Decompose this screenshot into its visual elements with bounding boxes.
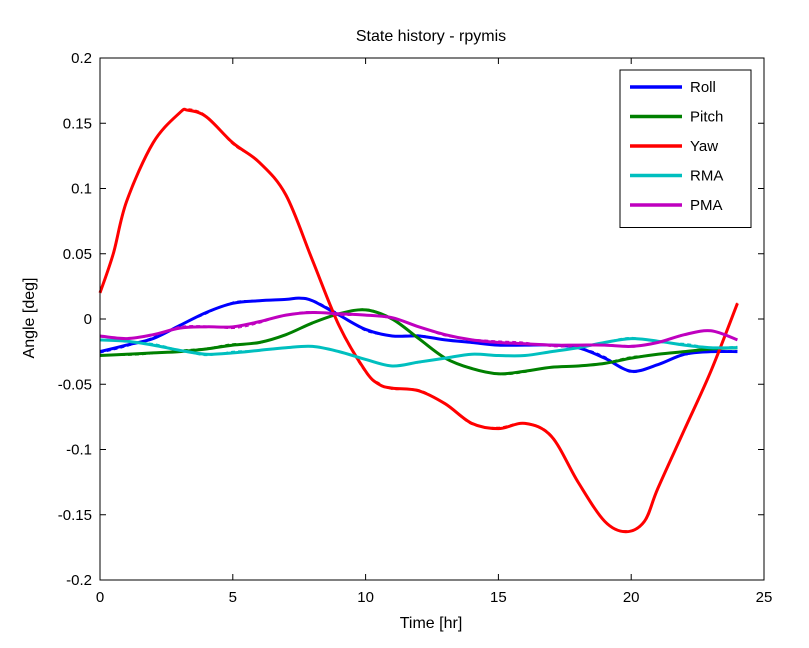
legend-box	[619, 69, 752, 228]
chart-title: State history - rpymis	[356, 28, 506, 45]
legend: Roll Pitch Yaw RMA PMA	[619, 69, 752, 228]
x-axis: 0 5 10 15 20 25	[96, 58, 773, 606]
y-axis-label: Angle [deg]	[21, 278, 38, 359]
legend-label-yaw: Yaw	[690, 138, 718, 155]
y-tick-label: 0.2	[71, 50, 92, 67]
series-yaw-line	[98, 107, 739, 534]
x-tick-label: 10	[357, 589, 374, 606]
y-tick-label: -0.2	[66, 572, 92, 589]
y-tick-label: 0.05	[63, 246, 92, 263]
x-tick-label: 25	[756, 589, 773, 606]
series-pitch-line	[99, 308, 738, 376]
x-tick-label: 20	[623, 589, 640, 606]
y-tick-label: 0.15	[63, 115, 92, 132]
legend-label-roll: Roll	[690, 79, 716, 96]
series-rma-line	[99, 337, 738, 368]
y-axis: -0.2 -0.15 -0.1 -0.05 0 0.05 0.1 0.15 0.2	[58, 50, 764, 589]
y-tick-label: 0.1	[71, 181, 92, 198]
x-tick-label: 0	[96, 589, 104, 606]
y-tick-label: -0.05	[58, 376, 92, 393]
x-axis-label: Time [hr]	[400, 615, 463, 632]
x-tick-label: 5	[229, 589, 237, 606]
series-pma-line	[99, 310, 738, 348]
legend-label-pitch: Pitch	[690, 109, 723, 126]
y-tick-label: 0	[84, 311, 92, 328]
y-tick-label: -0.1	[66, 442, 92, 459]
legend-label-pma: PMA	[690, 197, 723, 214]
series-layer	[98, 107, 739, 534]
legend-label-rma: RMA	[690, 168, 723, 185]
series-roll-line	[99, 296, 738, 373]
x-tick-label: 15	[490, 589, 507, 606]
y-tick-label: -0.15	[58, 507, 92, 524]
